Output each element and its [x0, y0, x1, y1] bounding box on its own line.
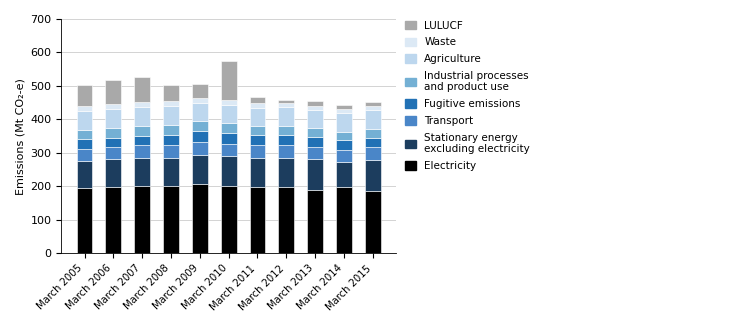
- Bar: [163, 186, 179, 253]
- Legend: LULUCF, Waste, Agriculture, Industrial processes
and product use, Fugitive emiss: LULUCF, Waste, Agriculture, Industrial p…: [404, 20, 531, 172]
- Bar: [105, 147, 121, 159]
- Bar: [105, 110, 121, 128]
- Bar: [336, 110, 352, 113]
- Bar: [163, 106, 179, 125]
- Bar: [365, 160, 381, 191]
- Bar: [192, 103, 208, 121]
- Bar: [307, 159, 323, 190]
- Bar: [365, 106, 381, 111]
- Bar: [307, 190, 323, 253]
- Bar: [278, 100, 294, 103]
- Bar: [221, 100, 236, 105]
- Bar: [163, 125, 179, 135]
- Bar: [134, 145, 150, 158]
- Bar: [221, 123, 236, 133]
- Bar: [163, 145, 179, 158]
- Bar: [336, 131, 352, 140]
- Bar: [278, 103, 294, 107]
- Bar: [134, 126, 150, 136]
- Bar: [77, 188, 93, 253]
- Bar: [77, 112, 93, 130]
- Bar: [105, 138, 121, 147]
- Bar: [250, 135, 266, 145]
- Bar: [307, 137, 323, 146]
- Bar: [336, 150, 352, 163]
- Bar: [365, 111, 381, 129]
- Bar: [336, 140, 352, 150]
- Bar: [163, 135, 179, 145]
- Bar: [192, 142, 208, 155]
- Bar: [307, 110, 323, 128]
- Bar: [192, 84, 208, 98]
- Bar: [77, 130, 93, 139]
- Bar: [221, 186, 236, 253]
- Bar: [77, 139, 93, 149]
- Bar: [192, 98, 208, 103]
- Bar: [336, 163, 352, 187]
- Bar: [105, 159, 121, 187]
- Bar: [278, 158, 294, 187]
- Bar: [105, 128, 121, 138]
- Bar: [307, 106, 323, 110]
- Bar: [221, 61, 236, 100]
- Bar: [134, 158, 150, 186]
- Bar: [365, 147, 381, 160]
- Bar: [365, 129, 381, 138]
- Bar: [134, 107, 150, 126]
- Bar: [278, 135, 294, 145]
- Bar: [250, 126, 266, 135]
- Bar: [77, 106, 93, 112]
- Bar: [365, 191, 381, 253]
- Bar: [250, 158, 266, 187]
- Bar: [77, 161, 93, 188]
- Bar: [192, 121, 208, 131]
- Bar: [192, 131, 208, 142]
- Bar: [105, 104, 121, 110]
- Bar: [134, 186, 150, 253]
- Bar: [134, 77, 150, 102]
- Bar: [163, 158, 179, 186]
- Bar: [250, 97, 266, 103]
- Bar: [221, 105, 236, 123]
- Bar: [307, 146, 323, 159]
- Bar: [134, 136, 150, 145]
- Bar: [250, 103, 266, 108]
- Bar: [336, 105, 352, 110]
- Bar: [307, 128, 323, 137]
- Bar: [221, 156, 236, 186]
- Bar: [250, 108, 266, 126]
- Bar: [307, 101, 323, 106]
- Bar: [365, 102, 381, 106]
- Bar: [163, 85, 179, 101]
- Bar: [278, 145, 294, 158]
- Bar: [336, 187, 352, 253]
- Bar: [250, 145, 266, 158]
- Bar: [278, 107, 294, 126]
- Bar: [134, 102, 150, 107]
- Bar: [192, 155, 208, 184]
- Bar: [77, 85, 93, 106]
- Bar: [221, 133, 236, 144]
- Bar: [365, 138, 381, 147]
- Bar: [278, 126, 294, 135]
- Bar: [250, 187, 266, 253]
- Bar: [163, 101, 179, 106]
- Bar: [105, 187, 121, 253]
- Y-axis label: Emissions (Mt CO₂-e): Emissions (Mt CO₂-e): [15, 78, 25, 195]
- Bar: [278, 187, 294, 253]
- Bar: [192, 184, 208, 253]
- Bar: [221, 144, 236, 156]
- Bar: [336, 113, 352, 131]
- Bar: [77, 149, 93, 161]
- Bar: [105, 80, 121, 104]
